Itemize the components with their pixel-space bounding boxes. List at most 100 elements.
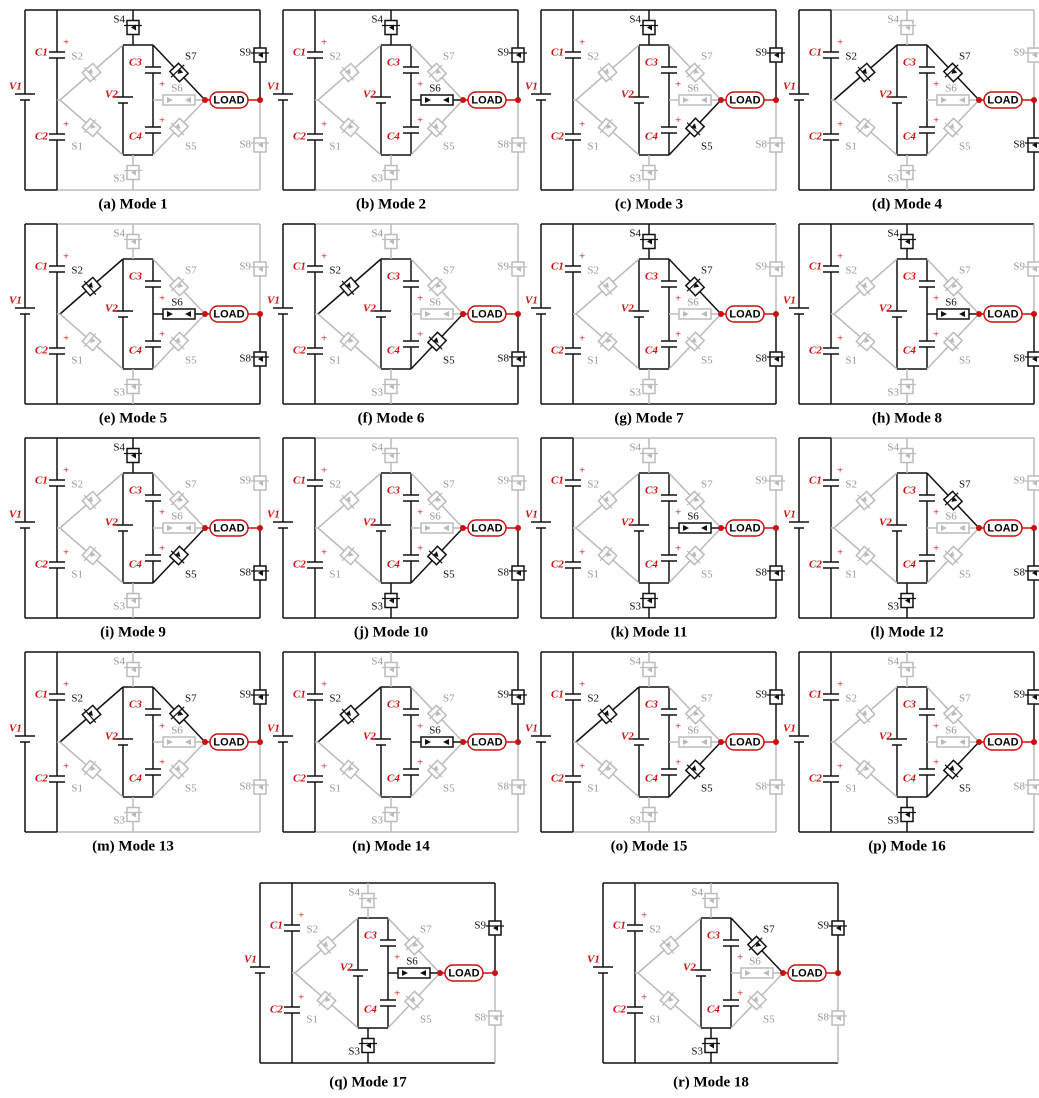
switch-label: S1 xyxy=(71,569,83,581)
switch-s4 xyxy=(898,21,916,35)
label-c4: C4 xyxy=(645,773,658,785)
gap xyxy=(15,736,35,742)
switch-label: S4 xyxy=(629,656,641,668)
switch-s6 xyxy=(163,737,195,747)
gap xyxy=(919,341,935,347)
plus-sign: + xyxy=(63,547,69,559)
label-c3: C3 xyxy=(645,699,658,711)
switch-label: S2 xyxy=(845,479,857,491)
label-c2: C2 xyxy=(613,1004,626,1016)
switch-label: S3 xyxy=(348,1046,360,1058)
gap xyxy=(250,967,270,973)
switch-label: S7 xyxy=(420,924,432,936)
plus-sign: + xyxy=(159,721,165,733)
label-c1: C1 xyxy=(809,47,822,59)
switch-label: S7 xyxy=(701,693,713,705)
label-v1: V1 xyxy=(9,509,22,521)
label-c4: C4 xyxy=(707,1004,720,1016)
plus-sign: + xyxy=(63,251,69,263)
label-v1: V1 xyxy=(267,81,280,93)
switch-s6 xyxy=(421,95,453,105)
switch-label: S3 xyxy=(113,387,125,399)
panel-caption: (q) Mode 17 xyxy=(329,1074,407,1090)
switch-s2 xyxy=(596,703,618,726)
switch-label: S7 xyxy=(443,479,455,491)
switch-s8 xyxy=(251,138,269,152)
switch-s8 xyxy=(509,780,527,794)
gap xyxy=(307,480,323,486)
label-v2: V2 xyxy=(621,517,634,529)
load-label: LOAD xyxy=(987,522,1018,534)
switch-label: S5 xyxy=(959,141,971,153)
switch-label: S1 xyxy=(587,355,599,367)
switch-s9 xyxy=(829,921,847,935)
switch-s8 xyxy=(767,780,785,794)
label-v1: V1 xyxy=(9,295,22,307)
switch-label: S3 xyxy=(113,815,125,827)
label-v2: V2 xyxy=(879,303,892,315)
label-c2: C2 xyxy=(551,559,564,571)
switch-s9 xyxy=(767,476,785,490)
plus-sign: + xyxy=(933,757,939,769)
switch-s8 xyxy=(486,1011,504,1025)
switch-label: S7 xyxy=(763,924,775,936)
label-c2: C2 xyxy=(293,131,306,143)
switch-label: S1 xyxy=(71,783,83,795)
gap xyxy=(273,736,293,742)
switch-s6 xyxy=(421,523,453,533)
switch-s9 xyxy=(767,48,785,62)
gap xyxy=(145,281,161,287)
switch-label: S8 xyxy=(497,139,509,151)
switch-s9 xyxy=(1025,690,1039,704)
switch-label: S5 xyxy=(959,569,971,581)
gap xyxy=(15,522,35,528)
label-c2: C2 xyxy=(35,773,48,785)
panel-caption: (f) Mode 6 xyxy=(358,410,425,426)
label-v1: V1 xyxy=(244,954,257,966)
switch-s8 xyxy=(767,352,785,366)
label-c1: C1 xyxy=(35,261,48,273)
label-c1: C1 xyxy=(551,261,564,273)
switch-label: S7 xyxy=(443,265,455,277)
label-v2: V2 xyxy=(621,303,634,315)
gap xyxy=(565,348,581,354)
plus-sign: + xyxy=(675,115,681,127)
switch-s6 xyxy=(421,737,453,747)
plus-sign: + xyxy=(933,507,939,519)
gap xyxy=(307,266,323,272)
plus-sign: + xyxy=(675,329,681,341)
switch-s2 xyxy=(80,489,102,512)
gap xyxy=(403,67,419,73)
label-c1: C1 xyxy=(293,47,306,59)
switch-s3 xyxy=(124,380,142,394)
switch-s4 xyxy=(124,449,142,463)
switch-label: S4 xyxy=(629,228,641,240)
gap xyxy=(789,94,809,100)
gap xyxy=(661,555,677,561)
switch-label: S4 xyxy=(371,442,383,454)
gap xyxy=(565,480,581,486)
node-dot xyxy=(1031,739,1037,745)
circuit-panel: S4S3S2S1S7S5S6S9S8V1C1C2V2C3C4++++LOAD(m… xyxy=(9,652,269,854)
switch-label: S7 xyxy=(443,51,455,63)
label-c2: C2 xyxy=(551,345,564,357)
switch-s3 xyxy=(640,380,658,394)
gap xyxy=(307,52,323,58)
label-c1: C1 xyxy=(809,689,822,701)
switch-label: S4 xyxy=(113,442,125,454)
plus-sign: + xyxy=(394,952,400,964)
switch-s2 xyxy=(658,934,680,957)
label-c3: C3 xyxy=(903,271,916,283)
switch-label: S4 xyxy=(348,887,360,899)
switch-label: S2 xyxy=(71,265,83,277)
node-dot xyxy=(718,97,724,103)
panel-caption: (p) Mode 16 xyxy=(868,838,946,854)
panel-caption: (m) Mode 13 xyxy=(92,838,174,854)
switch-label: S8 xyxy=(1013,567,1025,579)
node-dot xyxy=(835,970,841,976)
switch-label: S6 xyxy=(406,956,418,968)
gap xyxy=(273,94,293,100)
label-v2: V2 xyxy=(621,89,634,101)
switch-label: S5 xyxy=(185,355,197,367)
switch-label: S7 xyxy=(701,51,713,63)
